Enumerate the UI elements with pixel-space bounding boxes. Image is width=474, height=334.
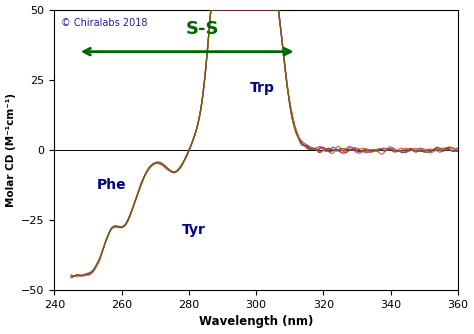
Text: Trp: Trp — [249, 81, 274, 95]
Y-axis label: Molar CD (M⁻¹cm⁻¹): Molar CD (M⁻¹cm⁻¹) — [6, 93, 16, 207]
Text: © Chiralabs 2018: © Chiralabs 2018 — [61, 18, 147, 28]
X-axis label: Wavelength (nm): Wavelength (nm) — [199, 315, 313, 328]
Text: S-S: S-S — [186, 20, 219, 38]
Text: Tyr: Tyr — [182, 223, 206, 237]
Text: Phe: Phe — [97, 178, 127, 192]
